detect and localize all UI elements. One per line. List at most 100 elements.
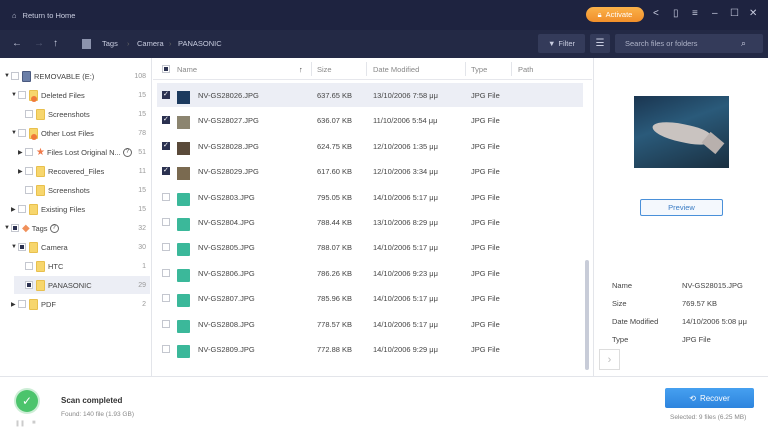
tree-item[interactable]: Screenshots 15	[0, 181, 150, 199]
recover-button[interactable]: ⟲ Recover	[665, 388, 754, 408]
file-row[interactable]: NV-GS2808.JPG 778.57 KB 14/10/2006 5:17 μμ…	[157, 312, 583, 336]
sort-ascending-icon[interactable]: ↑	[299, 65, 303, 74]
menu-icon[interactable]: ≡	[692, 8, 698, 19]
row-checkbox[interactable]	[162, 268, 170, 277]
tree-checkbox[interactable]	[25, 167, 33, 175]
file-row[interactable]: NV-GS2806.JPG 786.26 KB 14/10/2006 9:23 μμ…	[157, 261, 583, 285]
expand-arrow-icon[interactable]: ▶	[11, 206, 16, 213]
file-name: NV-GS2808.JPG	[198, 319, 255, 329]
row-checkbox[interactable]	[162, 90, 170, 99]
row-checkbox[interactable]	[162, 345, 170, 353]
tree-checkbox[interactable]	[25, 110, 33, 118]
expand-arrow-icon[interactable]: ▼	[11, 92, 17, 98]
stop-icon[interactable]: ■	[32, 420, 36, 426]
forward-button[interactable]: →	[34, 38, 44, 49]
row-checkbox[interactable]	[162, 243, 170, 252]
tree-checkbox[interactable]	[25, 186, 33, 194]
tree-checkbox[interactable]	[18, 91, 26, 99]
file-row[interactable]: NV-GS28029.JPG 617.60 KB 12/10/2006 3:34 μ…	[157, 159, 583, 183]
file-row[interactable]: NV-GS2803.JPG 795.05 KB 14/10/2006 5:17 μμ…	[157, 185, 583, 209]
tree-item[interactable]: ▼ Camera 30	[0, 238, 150, 256]
row-checkbox[interactable]	[162, 192, 170, 201]
search-input[interactable]	[615, 34, 763, 53]
up-button[interactable]: ↑	[53, 38, 58, 49]
share-icon[interactable]: <	[653, 8, 659, 19]
expand-arrow-icon[interactable]: ▼	[4, 225, 10, 231]
jpg-file-icon	[177, 243, 190, 257]
preview-button[interactable]: Preview	[640, 199, 723, 216]
file-row[interactable]: NV-GS2809.JPG 772.88 KB 14/10/2006 9:29 μμ…	[157, 337, 583, 361]
tree-item[interactable]: ▼ Other Lost Files 78	[0, 124, 150, 142]
home-icon: ⌂	[12, 10, 17, 20]
tree-item-label: HTC	[48, 261, 64, 271]
tree-item[interactable]: ▶ Existing Files 15	[0, 200, 150, 218]
column-type[interactable]: Type	[471, 65, 488, 74]
tree-item-count: 30	[138, 243, 146, 251]
file-row[interactable]: NV-GS2804.JPG 788.44 KB 13/10/2006 8:29 μμ…	[157, 210, 583, 234]
help-icon[interactable]: ?	[49, 223, 59, 233]
tree-item[interactable]: ▼ Deleted Files 15	[0, 86, 150, 104]
folder-icon	[29, 298, 38, 310]
tree-checkbox[interactable]	[25, 262, 33, 270]
filter-button[interactable]: ▼ Filter	[538, 34, 585, 53]
activate-label: Activate	[605, 10, 633, 19]
tree-checkbox[interactable]	[18, 129, 26, 137]
tree-item-label: Files Lost Original N...	[46, 147, 121, 157]
file-row[interactable]: NV-GS28026.JPG 637.65 KB 13/10/2006 7:58 μ…	[157, 83, 583, 107]
expand-arrow-icon[interactable]: ▼	[11, 244, 17, 250]
maximize-button[interactable]: ☐	[730, 8, 739, 19]
expand-arrow-icon[interactable]: ▶	[11, 301, 16, 308]
back-button[interactable]: ←	[12, 38, 22, 49]
breadcrumb-tags[interactable]: Tags	[102, 39, 118, 48]
view-menu-button[interactable]: ☰	[590, 34, 610, 53]
tree-checkbox[interactable]	[18, 205, 26, 213]
tree-item[interactable]: ▶ ★ Files Lost Original N...? 51	[0, 143, 150, 161]
row-checkbox[interactable]	[162, 166, 170, 176]
row-checkbox[interactable]	[162, 115, 170, 125]
expand-arrow-icon[interactable]: ▶	[18, 149, 23, 156]
tree-item[interactable]: HTC 1	[0, 257, 150, 275]
tree-item[interactable]: ▼ ◆ Tags? 32	[0, 219, 150, 237]
tree-item[interactable]: ▶ PDF 2	[0, 295, 150, 313]
row-checkbox[interactable]	[162, 319, 170, 328]
file-size: 624.75 KB	[317, 141, 353, 151]
pause-icon[interactable]: ❚❚	[15, 421, 26, 427]
return-home-button[interactable]: ⌂ Return to Home	[12, 11, 75, 20]
file-row[interactable]: NV-GS28028.JPG 624.75 KB 12/10/2006 1:35 μ…	[157, 134, 583, 158]
expand-arrow-icon[interactable]: ▶	[18, 168, 23, 175]
breadcrumb-camera[interactable]: Camera	[137, 39, 164, 48]
tree-checkbox[interactable]	[25, 281, 33, 289]
file-row[interactable]: NV-GS2807.JPG 785.96 KB 14/10/2006 5:17 μμ…	[157, 286, 583, 310]
scrollbar[interactable]	[585, 260, 589, 370]
search-icon[interactable]: ⌕	[741, 38, 747, 48]
feedback-icon[interactable]: ▯	[673, 8, 679, 19]
column-path[interactable]: Path	[518, 65, 534, 74]
tree-checkbox[interactable]	[11, 224, 19, 232]
tree-item[interactable]: ▶ Recovered_Files 11	[0, 162, 150, 180]
select-all-checkbox[interactable]	[162, 65, 170, 73]
column-size[interactable]: Size	[317, 65, 332, 74]
column-date[interactable]: Date Modified	[373, 65, 420, 74]
tree-item[interactable]: PANASONIC 29	[14, 276, 150, 294]
tree-item[interactable]: ▼ REMOVABLE (E:) 108	[0, 67, 150, 85]
close-button[interactable]: ✕	[749, 8, 758, 19]
expand-arrow-icon[interactable]: ▼	[11, 130, 17, 136]
expand-arrow-icon[interactable]: ▼	[4, 73, 10, 79]
help-icon[interactable]: ?	[122, 147, 132, 157]
column-name[interactable]: Name	[177, 65, 198, 74]
next-panel-button[interactable]: ›	[599, 349, 620, 370]
activate-button[interactable]: 🔒︎ Activate	[586, 7, 644, 22]
row-checkbox[interactable]	[162, 218, 170, 226]
file-row[interactable]: NV-GS28027.JPG 636.07 KB 11/10/2006 5:54 μ…	[157, 108, 583, 132]
tree-checkbox[interactable]	[18, 300, 26, 308]
minimize-button[interactable]: –	[712, 8, 718, 19]
tree-checkbox[interactable]	[11, 72, 19, 80]
breadcrumb-panasonic[interactable]: PANASONIC	[178, 39, 222, 48]
row-checkbox[interactable]	[162, 141, 170, 150]
tree-item[interactable]: Screenshots 15	[0, 105, 150, 123]
tree-checkbox[interactable]	[18, 243, 26, 251]
row-checkbox[interactable]	[162, 294, 170, 303]
tree-checkbox[interactable]	[25, 148, 33, 156]
file-row[interactable]: NV-GS2805.JPG 788.07 KB 14/10/2006 5:17 μμ…	[157, 235, 583, 259]
tree-item-label: PDF	[41, 299, 56, 309]
